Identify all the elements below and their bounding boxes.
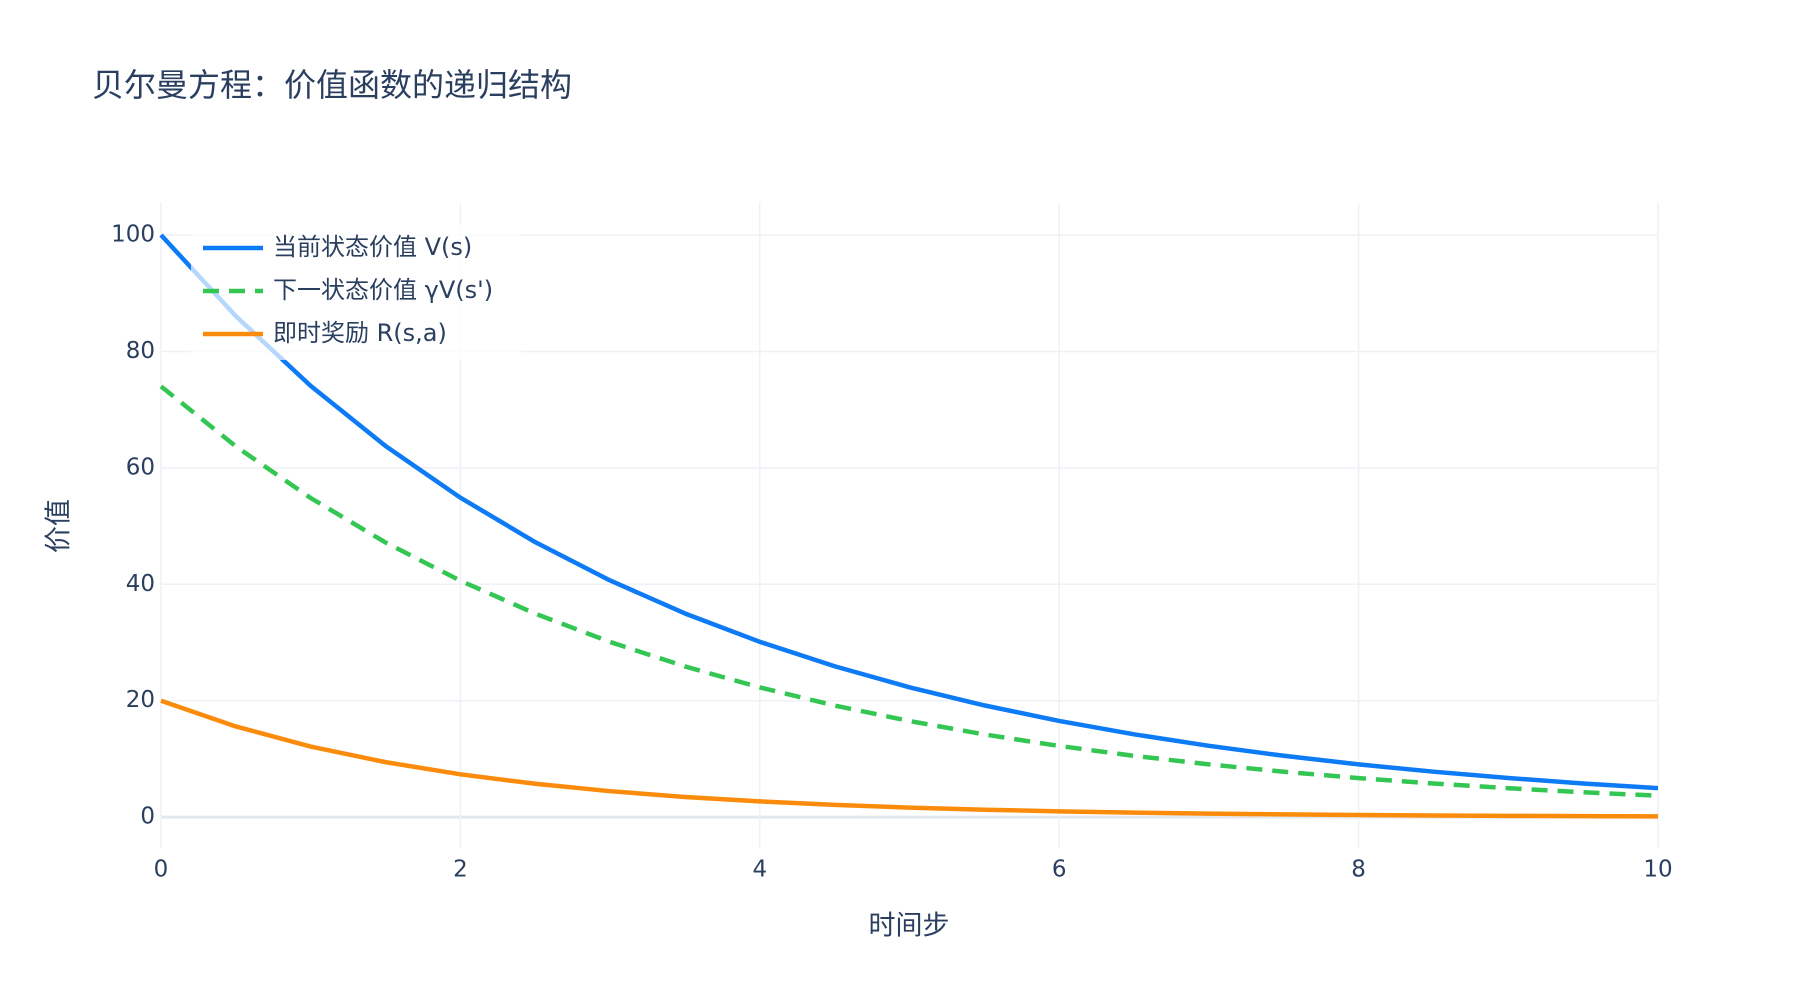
x-tick-label: 4 [752,857,767,883]
data-line [160,698,1659,819]
x-tick-label: 8 [1351,857,1366,883]
legend: 当前状态价值 V(s) 下一状态价值 γV(s') 即时奖励 R(s,a) [191,225,521,360]
y-tick-label: 20 [126,687,155,713]
legend-label: 即时奖励 R(s,a) [273,319,447,347]
y-tick-label: 60 [126,454,155,480]
x-tick-label: 0 [154,857,169,883]
x-tick-label: 6 [1052,857,1067,883]
chart-title: 贝尔曼方程：价值函数的递归结构 [92,66,572,104]
legend-label: 下一状态价值 γV(s') [273,276,493,304]
legend-label: 当前状态价值 V(s) [273,233,472,261]
y-tick-label: 80 [126,338,155,364]
x-tick-label: 2 [453,857,468,883]
y-tick-label: 0 [140,804,155,830]
x-tick-label: 10 [1643,857,1672,883]
data-line [159,233,1659,791]
y-tick-label: 40 [126,571,155,597]
y-tick-label: 100 [111,222,155,248]
data-line [159,384,1659,798]
y-axis-title: 价值 [44,499,75,553]
x-axis-title: 时间步 [869,911,950,942]
